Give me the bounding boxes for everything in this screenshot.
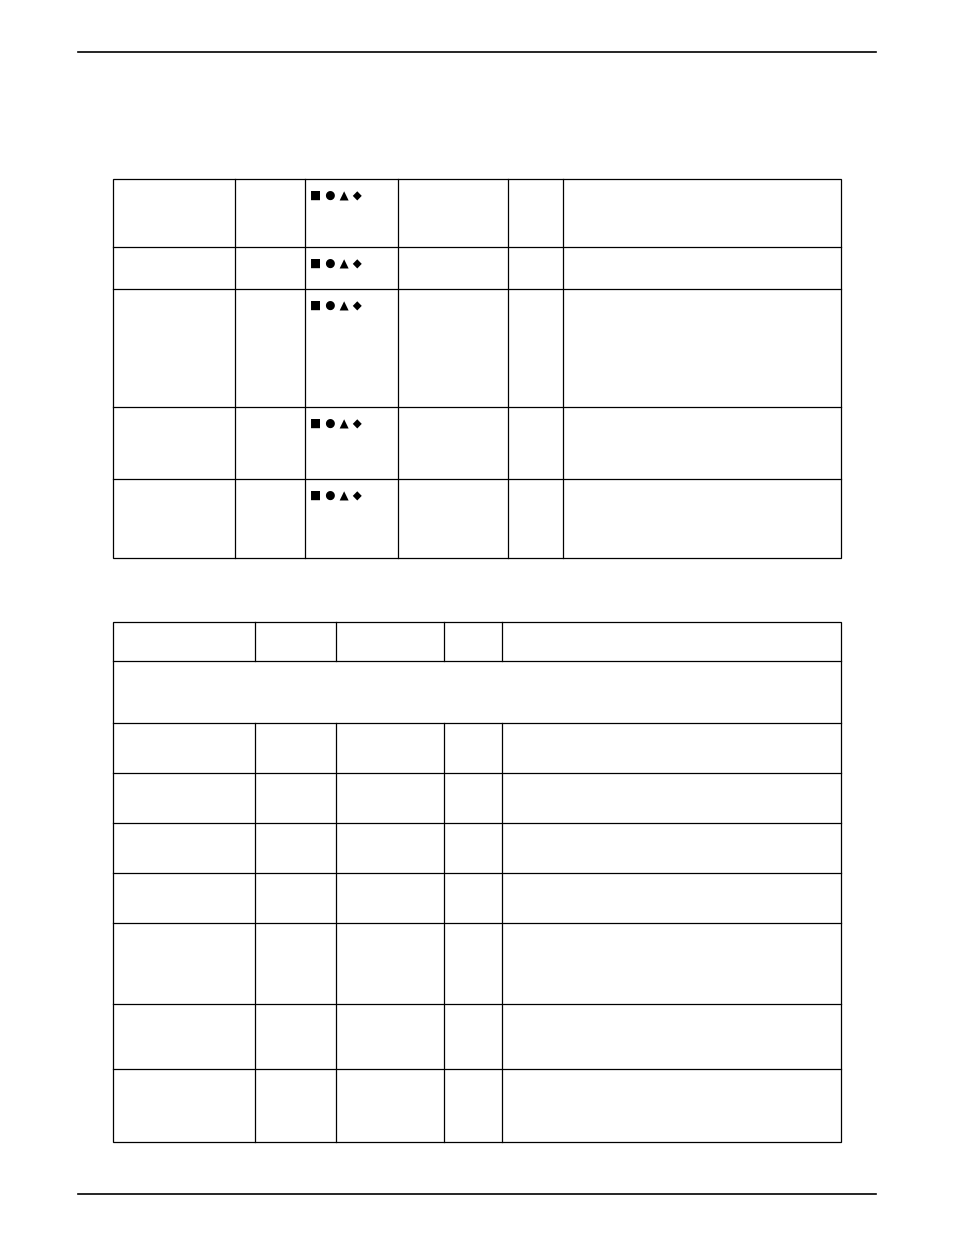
Text: ■ ● ▲ ◆: ■ ● ▲ ◆ <box>310 189 361 203</box>
Bar <box>112 622 841 1142</box>
Text: ■ ● ▲ ◆: ■ ● ▲ ◆ <box>310 299 361 312</box>
Text: ■ ● ▲ ◆: ■ ● ▲ ◆ <box>310 257 361 269</box>
Bar <box>112 179 841 558</box>
Text: ■ ● ▲ ◆: ■ ● ▲ ◆ <box>310 489 361 501</box>
Text: ■ ● ▲ ◆: ■ ● ▲ ◆ <box>310 416 361 430</box>
